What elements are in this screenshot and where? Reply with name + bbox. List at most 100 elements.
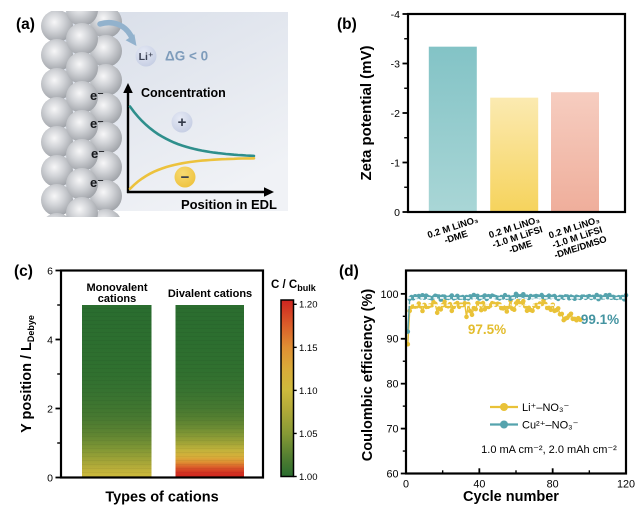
electrode-sphere (90, 122, 122, 154)
heatmap-y-tick-label: 2 (47, 403, 53, 415)
electrode-sphere (66, 110, 98, 142)
panel-a-schematic: (a) e⁻ e⁻ e⁻ e⁻ Li⁺ ΔG < 0 Concentration… (16, 11, 288, 217)
zeta-y-axis-title: Zeta potential (mV) (358, 45, 375, 180)
electrode-sphere (41, 39, 73, 71)
concentration-axis-label: Concentration (141, 86, 226, 100)
adsorption-arrow (97, 19, 137, 46)
ce-y-tick-label: 100 (380, 289, 398, 301)
li-ion-circle (135, 45, 157, 67)
ce-y-tick-label: 80 (386, 379, 398, 391)
electrode-sphere (90, 93, 122, 125)
electrode-sphere (66, 52, 98, 84)
zeta-x-category-label: 0.2 M LiNO₃-DME (426, 213, 480, 245)
heatmap-y-tick-label: 6 (47, 265, 53, 277)
panel-a-label: (a) (16, 16, 35, 33)
colorbar-tick-label: 1.15 (299, 343, 318, 354)
panel-b-graphics: 0-1-2-3-40.2 M LiNO₃-DME 0.2 M LiNO₃-1.0 … (391, 9, 627, 261)
electrode-sphere (66, 23, 98, 55)
colorbar-tick-label: 1.10 (299, 386, 318, 397)
legend-li-label: Li⁺–NO₃⁻ (522, 402, 569, 414)
heatmap-y-tick-label: 4 (47, 334, 53, 346)
electrode-sphere (66, 81, 98, 113)
heatmap-y-axis: 0 2 4 6 (47, 265, 61, 484)
ce-x-axis-title: Cycle number (463, 489, 559, 505)
delta-g-label: ΔG < 0 (165, 49, 208, 64)
electrode-sphere (41, 11, 73, 42)
electrode-sphere (90, 180, 122, 212)
test-condition-note: 1.0 mA cm⁻², 2.0 mAh cm⁻² (481, 444, 617, 456)
ce-x-tick-label: 0 (403, 479, 409, 491)
li-mean-annotation: 97.5% (468, 322, 506, 337)
concentration-column-texture (82, 305, 152, 478)
panel-d-line-chart: 60 70 80 90 100 0 40 80 120 (d) Coulombic effici… (339, 263, 635, 505)
electrode-sphere (41, 126, 73, 158)
zeta-y-tick-label: -1 (391, 157, 400, 169)
electrode-sphere (90, 64, 122, 96)
electrode-sphere (66, 168, 98, 200)
colorbar-tick-label: 1.00 (299, 472, 318, 483)
li-ion-label: Li⁺ (139, 51, 154, 63)
electrode-sphere (41, 155, 73, 187)
position-axis-label: Position in EDL (181, 197, 277, 212)
cation-sign: + (178, 114, 187, 131)
anion-circle (174, 166, 196, 188)
zeta-bar (551, 92, 599, 212)
cu-mean-annotation: 99.1% (581, 312, 619, 327)
ce-y-tick-label: 90 (386, 334, 398, 346)
electrode-sphere (66, 197, 98, 217)
ce-y-axis-title: Coulombic efficiency (%) (360, 289, 376, 462)
colorbar: 1.00 1.05 1.10 1.15 1.20 (280, 299, 318, 483)
panel-a-graphics (41, 11, 288, 217)
panel-d-graphics: 60 70 80 90 100 0 40 80 120 (380, 269, 635, 491)
zeta-y-tick-label: 0 (394, 207, 400, 219)
monovalent-label-line2: cations (98, 293, 137, 305)
heatmap-x-axis-title: Types of cations (105, 490, 218, 506)
anion-concentration-curve (128, 157, 256, 191)
electron-label-1: e⁻ (90, 88, 104, 103)
electrode-sphere (66, 139, 98, 171)
electron-label-4: e⁻ (90, 175, 104, 190)
ce-x-tick-label: 80 (547, 479, 559, 491)
panel-d-label: (d) (339, 263, 359, 280)
monovalent-label-line1: Monovalent (86, 282, 147, 294)
electrode-sphere (46, 213, 68, 217)
panel-c-label: (c) (14, 263, 33, 280)
ce-y-tick-label: 70 (386, 423, 398, 435)
electrode-sphere (41, 68, 73, 100)
heatmap-plot-frame (59, 269, 265, 479)
ce-y-tick-label: 60 (386, 468, 398, 480)
panel-c-graphics: 0 2 4 6 1.00 1.05 1.10 1.15 1.20 (47, 265, 317, 484)
ce-x-tick-label: 120 (617, 479, 635, 491)
heatmap-y-tick-label: 0 (47, 472, 53, 484)
electrode-sphere (66, 11, 98, 26)
ce-legend-markers (490, 403, 518, 429)
electrode-sphere (92, 209, 120, 217)
colorbar-tick-label: 1.20 (299, 300, 318, 311)
panel-c-heatmap: 0 2 4 6 1.00 1.05 1.10 1.15 1.20 (c) Y position … (14, 263, 318, 506)
ce-x-tick-label: 40 (473, 479, 485, 491)
electrode-sphere (90, 151, 122, 183)
electrode-sphere (41, 184, 73, 216)
cation-concentration-curve (128, 105, 256, 158)
anion-sign: − (181, 169, 190, 186)
zeta-y-tick-label: -3 (391, 58, 400, 70)
zeta-x-category-label: 0.2 M LiNO₃-1.0 M LiFSI-DME (487, 213, 543, 255)
electrode-sphere (90, 35, 122, 67)
panel-b-label: (b) (337, 16, 357, 33)
divalent-label: Divalent cations (168, 288, 252, 300)
zeta-plot-frame (406, 12, 627, 214)
concentration-column-texture (175, 305, 244, 478)
electrode-sphere-wall (41, 11, 122, 217)
electrode-sphere (41, 97, 73, 129)
zeta-y-axis: 0 -1 -2 -3 -4 (391, 9, 408, 219)
zeta-bar (428, 46, 477, 212)
zeta-y-tick-label: -4 (391, 9, 400, 21)
legend-cu-label: Cu²⁺–NO₃⁻ (522, 420, 579, 432)
colorbar-title: C / Cbulk (271, 279, 317, 293)
zeta-x-category-label: 0.2 M LiNO₃-1.0 M LiFSI-DME/DMSO (547, 214, 608, 261)
heatmap-y-axis-title: Y position / LDebye (19, 315, 36, 433)
ce-plot-frame (404, 269, 628, 475)
electron-label-2: e⁻ (90, 116, 104, 131)
